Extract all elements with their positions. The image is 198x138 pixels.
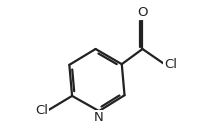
Text: N: N (94, 111, 104, 124)
Text: Cl: Cl (165, 58, 178, 71)
Text: Cl: Cl (35, 104, 48, 117)
Text: O: O (137, 6, 148, 19)
